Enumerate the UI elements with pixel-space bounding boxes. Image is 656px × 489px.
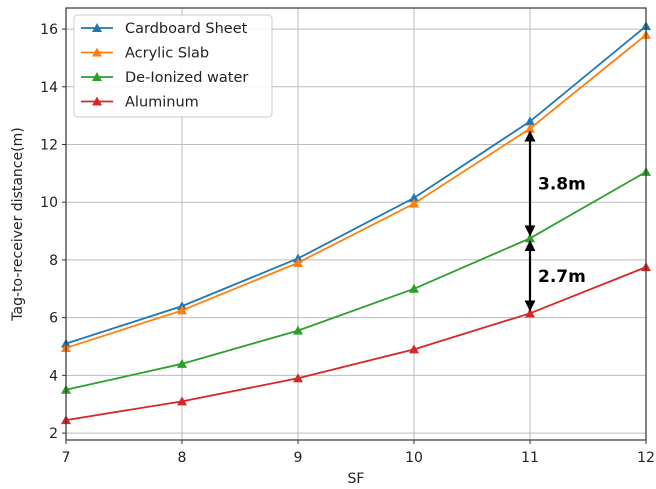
x-tick-label: 12 bbox=[637, 450, 655, 466]
y-tick-label: 12 bbox=[40, 137, 58, 153]
data-point bbox=[525, 233, 535, 243]
y-axis: 2 4 6 8 10 12 14 16 bbox=[40, 22, 66, 442]
data-point bbox=[409, 192, 419, 202]
x-tick-label: 11 bbox=[521, 450, 539, 466]
legend-label: Aluminum bbox=[125, 95, 199, 111]
series-line bbox=[65, 266, 647, 421]
x-axis-label: SF bbox=[348, 471, 365, 487]
y-tick-label: 14 bbox=[40, 80, 58, 96]
legend-marker-icon bbox=[92, 96, 102, 106]
annotation-label: 3.8m bbox=[538, 174, 586, 194]
x-tick-label: 10 bbox=[405, 450, 423, 466]
data-point bbox=[177, 305, 187, 315]
data-point bbox=[293, 373, 303, 383]
legend-label: Acrylic Slab bbox=[125, 46, 209, 62]
legend-box bbox=[73, 14, 273, 118]
annotation-label: 2.7m bbox=[538, 267, 586, 287]
legend-marker-icon bbox=[92, 23, 102, 32]
legend-item: Acrylic Slab bbox=[81, 46, 209, 62]
series-line bbox=[65, 171, 647, 391]
y-tick-label: 10 bbox=[40, 195, 58, 211]
data-point bbox=[525, 116, 535, 126]
y-tick-label: 6 bbox=[49, 311, 58, 327]
legend-label: De-Ionized water bbox=[125, 70, 248, 86]
legend-marker-icon bbox=[92, 47, 102, 57]
data-point bbox=[409, 198, 419, 208]
data-point bbox=[409, 344, 419, 354]
x-axis: 7 8 9 10 11 12 bbox=[62, 440, 655, 466]
y-axis-label: Tag-to-receiver distance(m) bbox=[10, 127, 26, 321]
data-point bbox=[525, 308, 535, 318]
x-tick-label: 7 bbox=[62, 450, 71, 466]
series-group bbox=[61, 21, 651, 425]
legend-label: Cardboard Sheet bbox=[125, 21, 248, 37]
series-de-ionized-water bbox=[61, 166, 651, 394]
legend-marker-icon bbox=[92, 72, 102, 81]
data-point bbox=[177, 358, 187, 368]
y-tick-label: 4 bbox=[49, 368, 58, 384]
x-tick-label: 9 bbox=[294, 450, 303, 466]
legend-item: Cardboard Sheet bbox=[81, 21, 248, 37]
legend: Cardboard Sheet Acrylic Slab De-Ionized wa… bbox=[73, 14, 273, 118]
series-line bbox=[65, 25, 647, 345]
legend-item: Aluminum bbox=[81, 95, 199, 111]
series-acrylic-slab bbox=[61, 29, 651, 352]
data-point bbox=[293, 257, 303, 267]
series-line bbox=[65, 34, 647, 349]
data-point bbox=[177, 396, 187, 406]
y-tick-label: 2 bbox=[49, 426, 58, 442]
legend-item: De-Ionized water bbox=[81, 70, 248, 86]
data-point bbox=[293, 325, 303, 335]
data-point bbox=[409, 283, 419, 293]
y-tick-label: 16 bbox=[40, 22, 58, 38]
y-tick-label: 8 bbox=[49, 253, 58, 269]
x-tick-label: 8 bbox=[178, 450, 187, 466]
data-point bbox=[525, 123, 535, 133]
annotations: 3.8m 2.7m bbox=[524, 130, 586, 312]
plot-frame bbox=[65, 7, 647, 441]
